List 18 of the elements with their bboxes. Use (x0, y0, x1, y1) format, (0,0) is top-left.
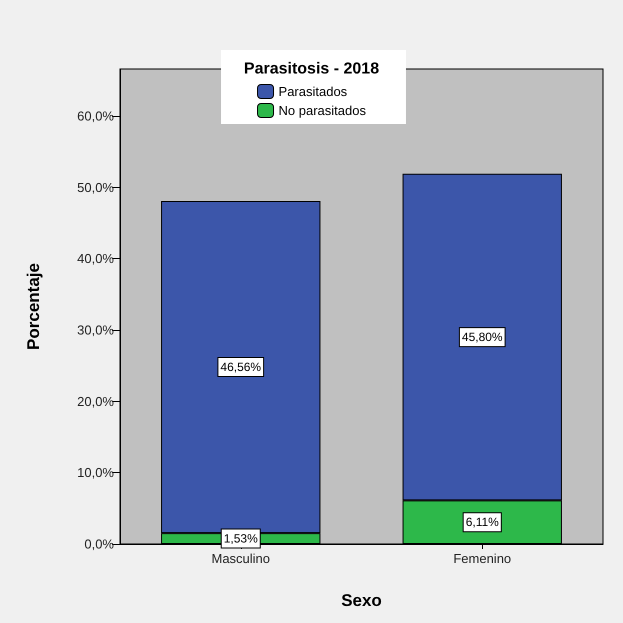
y-tick-label: 10,0% (77, 465, 114, 480)
y-tick-label: 20,0% (77, 394, 114, 409)
x-axis-title: Sexo (341, 591, 382, 610)
y-tick-label: 50,0% (77, 180, 114, 195)
data-label: 45,80% (462, 330, 503, 344)
y-tick-label: 60,0% (77, 108, 114, 124)
legend-title: Parasitosis - 2018 (244, 60, 380, 78)
data-label: 46,56% (220, 360, 262, 374)
legend-label: Parasitados (278, 84, 348, 99)
y-tick-label: 40,0% (77, 251, 114, 266)
x-tick-label: Femenino (453, 551, 512, 566)
y-axis-title: Porcentaje (24, 263, 43, 350)
x-tick-label: Masculino (211, 551, 270, 566)
data-label: 1,53% (224, 532, 258, 546)
legend-label: No parasitados (278, 103, 366, 118)
y-tick-label: 30,0% (77, 322, 114, 338)
y-tick-label: 0,0% (84, 536, 114, 552)
data-label: 6,11% (466, 515, 500, 530)
